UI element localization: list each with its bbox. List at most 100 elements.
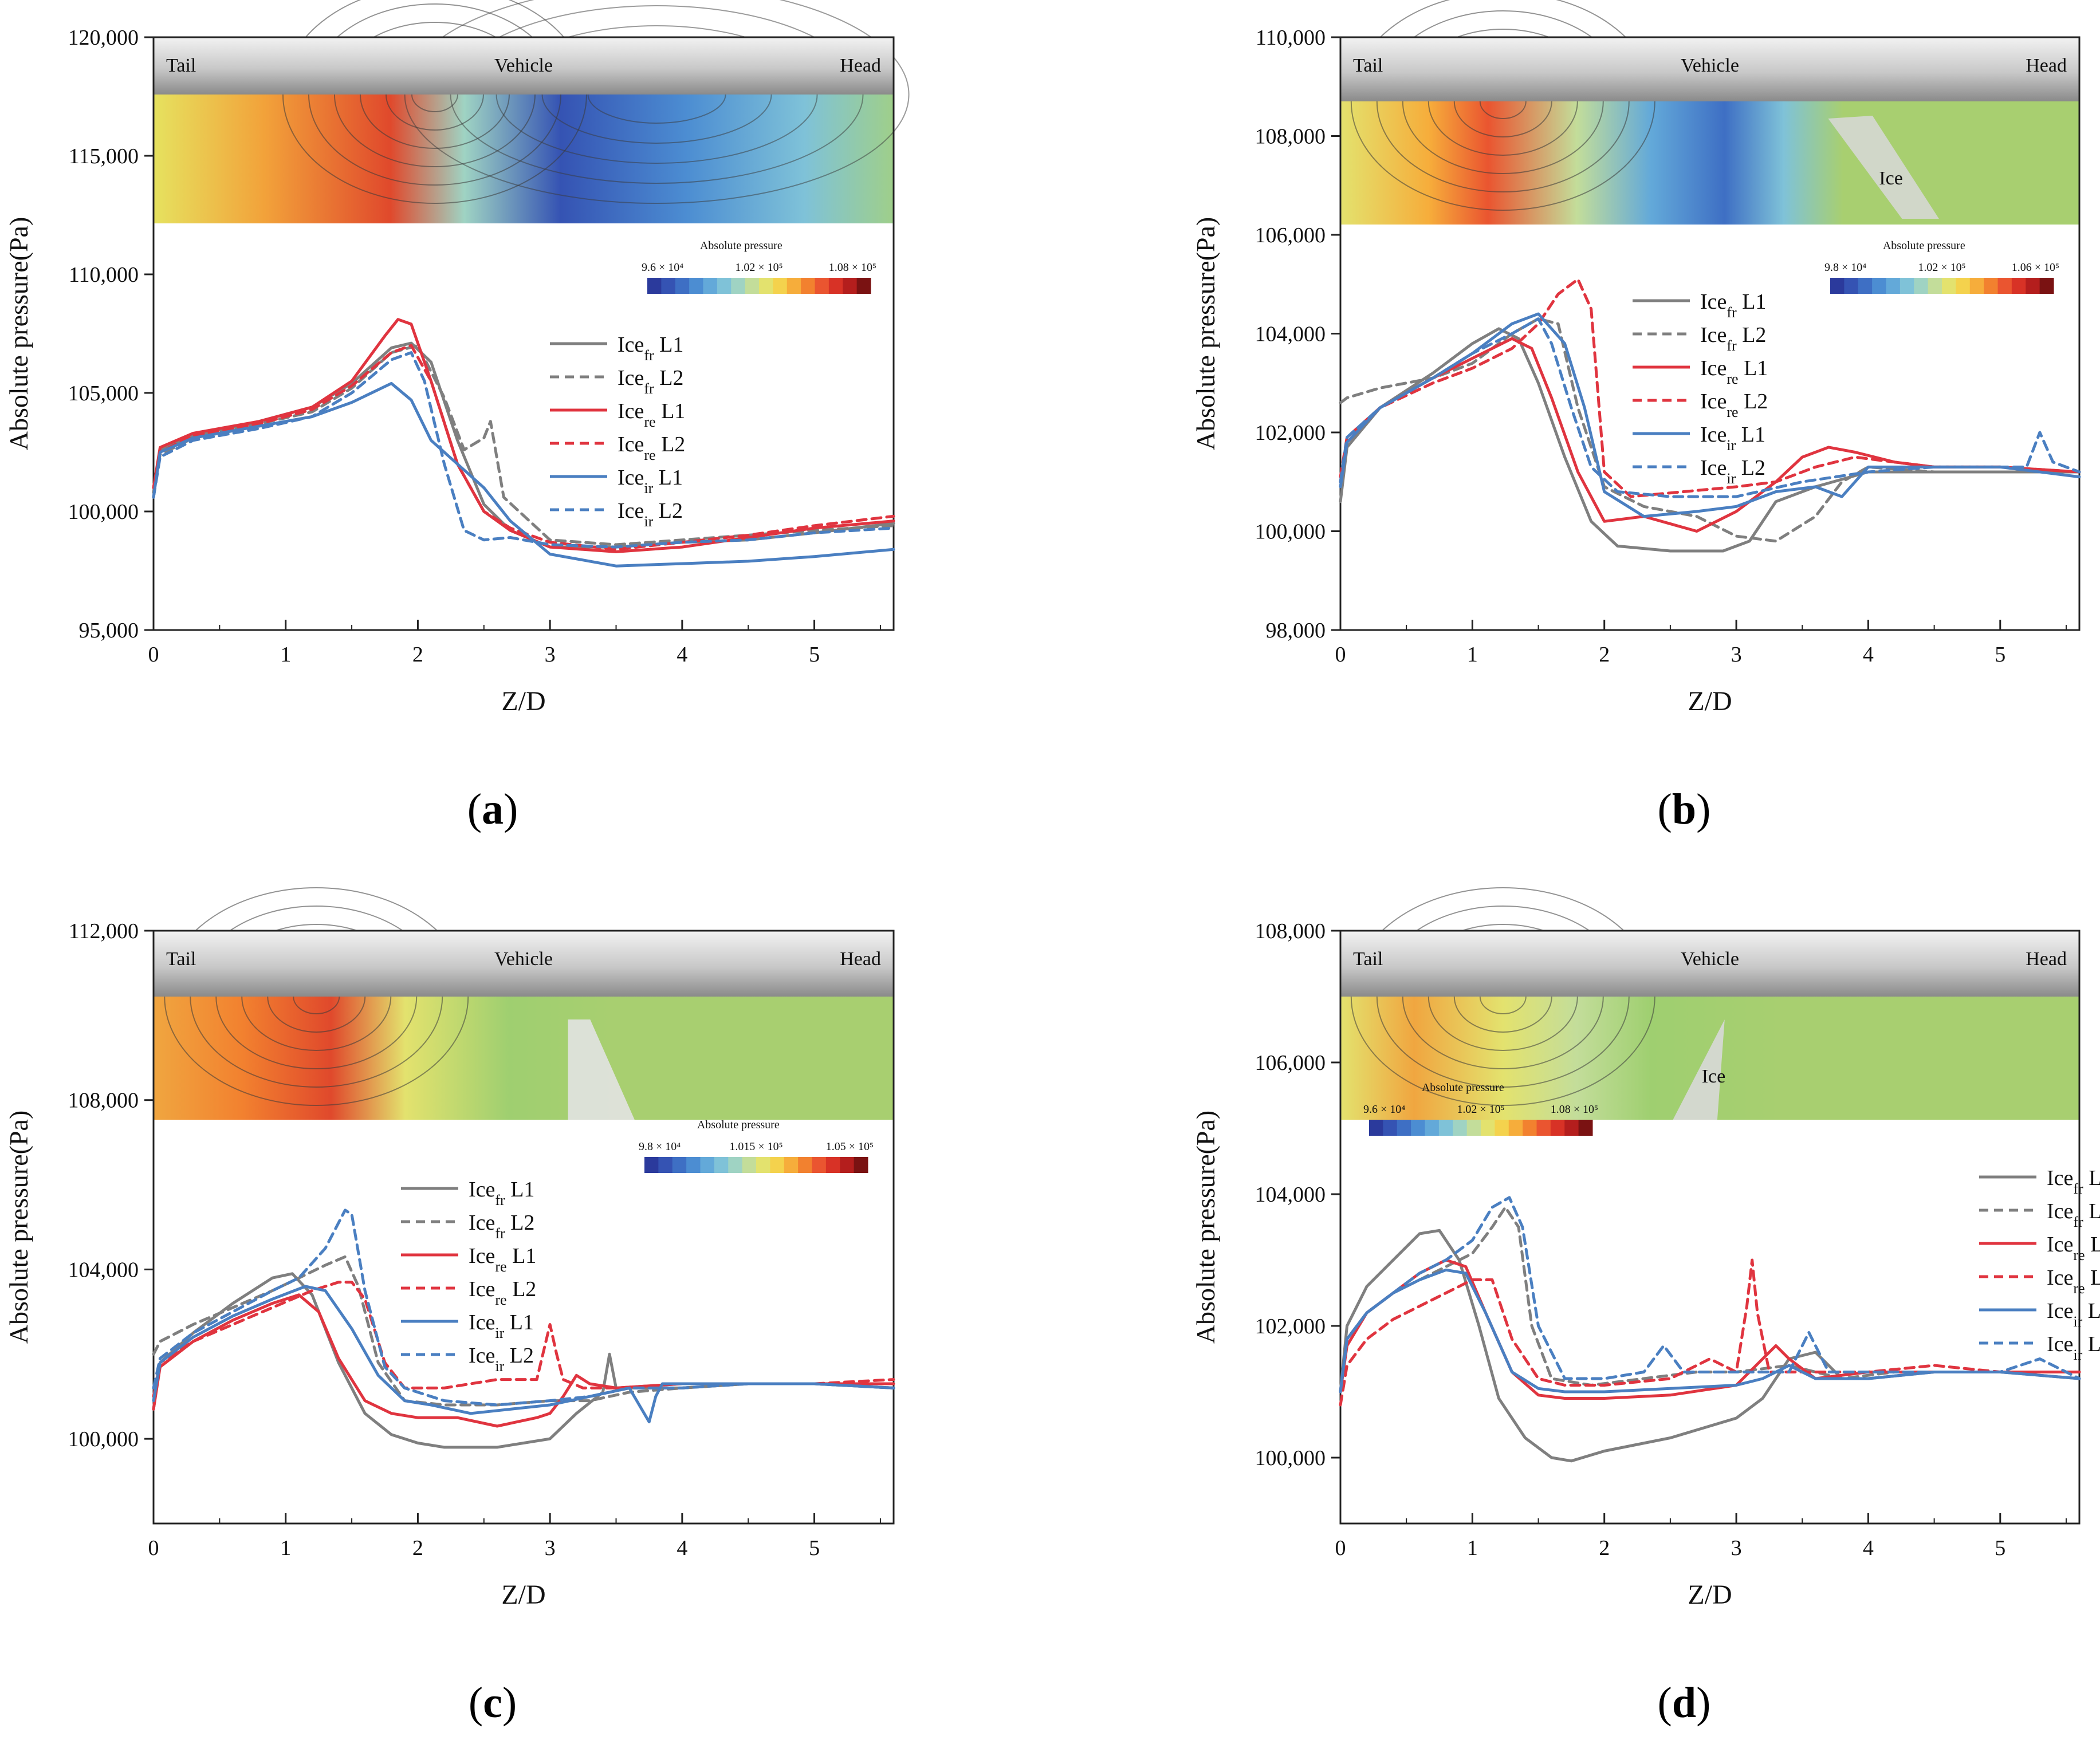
colorbar-swatch (798, 1157, 812, 1173)
colorbar-swatch (2039, 278, 2054, 294)
colorbar-swatch (700, 1157, 715, 1173)
x-tick-label: 4 (1863, 1536, 1874, 1560)
series-line-ice-re-l1 (1339, 1258, 2081, 1400)
colorbar-swatch (1830, 278, 1845, 294)
colorbar-swatch (825, 1157, 840, 1173)
colorbar-swatch (644, 1157, 659, 1173)
series-line-ice-ir-l2 (152, 1208, 895, 1407)
colorbar-swatch (728, 1157, 743, 1173)
colorbar-title: Absolute pressure (697, 1119, 780, 1131)
series-line-ice-re-l2 (1339, 278, 2081, 498)
legend-label: Icere L1 (1700, 356, 1768, 387)
vehicle-tail-label: Tail (1353, 55, 1383, 76)
colorbar-swatch (1466, 1120, 1481, 1136)
legend-label: Icere L2 (2047, 1266, 2100, 1297)
colorbar-swatch (1425, 1120, 1440, 1136)
y-tick-label: 106,000 (1255, 1051, 1326, 1075)
colorbar-swatch (854, 1157, 868, 1173)
colorbar-label: 9.6 × 10⁴ (1363, 1103, 1405, 1116)
colorbar-swatch (812, 1157, 827, 1173)
x-tick-label: 3 (545, 643, 556, 667)
series-line-ice-fr-l1 (152, 1272, 895, 1449)
y-axis-label: Absolute pressure(Pa) (1191, 1111, 1220, 1344)
vehicle-head-label: Head (840, 948, 881, 970)
colorbar-swatch (717, 278, 732, 294)
colorbar-swatch (1928, 278, 1942, 294)
colorbar-swatch (686, 1157, 701, 1173)
series-line-ice-ir-l2 (152, 351, 895, 549)
x-axis-label: Z/D (501, 686, 545, 717)
x-axis-label: Z/D (1688, 1580, 1732, 1610)
series-line-ice-re-l2 (152, 344, 895, 551)
vehicle-head-label: Head (840, 55, 881, 76)
legend-label: Icere L2 (1700, 389, 1768, 420)
legend-label: Iceir L1 (618, 466, 683, 497)
legend-label: Icere L1 (469, 1244, 536, 1275)
legend-label: Iceir L2 (2047, 1332, 2100, 1363)
colorbar-label: 9.8 × 10⁴ (1824, 261, 1866, 274)
chart-panel-d: Ice Tail Vehicle Head Absolute pressure 9.6 ×… (1191, 887, 2100, 1610)
colorbar-swatch (2026, 278, 2040, 294)
y-tick-label: 112,000 (69, 919, 139, 943)
axes-frame (152, 36, 895, 631)
colorbar-title: Absolute pressure (700, 239, 782, 252)
series-line-ice-ir-l1 (1339, 1268, 2081, 1393)
colorbar-swatch (1523, 1120, 1537, 1136)
x-tick-label: 1 (280, 643, 291, 667)
legend-label: Icefr L2 (1700, 323, 1766, 354)
colorbar-label: 9.8 × 10⁴ (639, 1140, 681, 1153)
y-axis-label: Absolute pressure(Pa) (1191, 217, 1220, 451)
colorbar-label: 9.6 × 10⁴ (642, 261, 683, 274)
colorbar-swatch (1900, 278, 1914, 294)
legend-label: Icefr L2 (618, 366, 683, 397)
colorbar-swatch (672, 1157, 687, 1173)
axes-frame (1339, 930, 2081, 1525)
series-line-ice-ir-l1 (152, 381, 895, 568)
colorbar-swatch (770, 1157, 785, 1173)
ice-wedge (1673, 1019, 1725, 1120)
legend-label: Icere L2 (618, 432, 685, 463)
x-tick-label: 5 (1995, 1536, 2005, 1560)
y-tick-label: 104,000 (68, 1258, 139, 1282)
series-line-ice-fr-l2 (152, 344, 895, 546)
x-tick-label: 2 (412, 643, 423, 667)
colorbar-swatch (1453, 1120, 1468, 1136)
legend-label: Icefr L2 (469, 1211, 534, 1242)
legend-label: Iceir L1 (1700, 423, 1765, 454)
chart-panel-a: Tail Vehicle Head Absolute pressure 9.6 × 10… (4, 0, 910, 717)
colorbar-swatch (1886, 278, 1901, 294)
x-tick-label: 4 (677, 1536, 687, 1560)
colorbar-swatch (1438, 1120, 1453, 1136)
x-tick-label: 3 (1731, 1536, 1742, 1560)
colorbar-swatch (1858, 278, 1873, 294)
colorbar-swatch (658, 1157, 673, 1173)
legend-label: Iceir L2 (1700, 456, 1765, 487)
colorbar-swatch (1369, 1120, 1383, 1136)
caption-c: (c) (468, 1679, 517, 1727)
vehicle-tail-label: Tail (1353, 948, 1383, 970)
colorbar-swatch (742, 1157, 757, 1173)
x-tick-label: 4 (1863, 643, 1874, 667)
colorbar-swatch (801, 278, 815, 294)
y-tick-label: 100,000 (1255, 520, 1326, 544)
colorbar-swatch (745, 278, 760, 294)
series-line-ice-re-l1 (152, 318, 895, 553)
y-tick-label: 95,000 (79, 619, 139, 643)
legend-label: Icere L1 (618, 399, 685, 430)
colorbar-label: 1.02 × 10⁵ (735, 261, 782, 274)
legend-label: Icefr L2 (2047, 1199, 2100, 1230)
x-tick-label: 0 (148, 1536, 159, 1560)
y-tick-label: 115,000 (69, 144, 139, 168)
colorbar-swatch (756, 1157, 770, 1173)
x-tick-label: 2 (412, 1536, 423, 1560)
y-tick-label: 110,000 (69, 263, 139, 287)
colorbar-swatch (1495, 1120, 1509, 1136)
colorbar-label: 1.02 × 10⁵ (1918, 261, 1965, 274)
colorbar-swatch (1984, 278, 1998, 294)
vehicle-center-label: Vehicle (1681, 55, 1739, 76)
colorbar-swatch (703, 278, 718, 294)
colorbar-swatch (1872, 278, 1886, 294)
vehicle-tail-label: Tail (166, 55, 196, 76)
y-tick-label: 108,000 (68, 1089, 139, 1113)
